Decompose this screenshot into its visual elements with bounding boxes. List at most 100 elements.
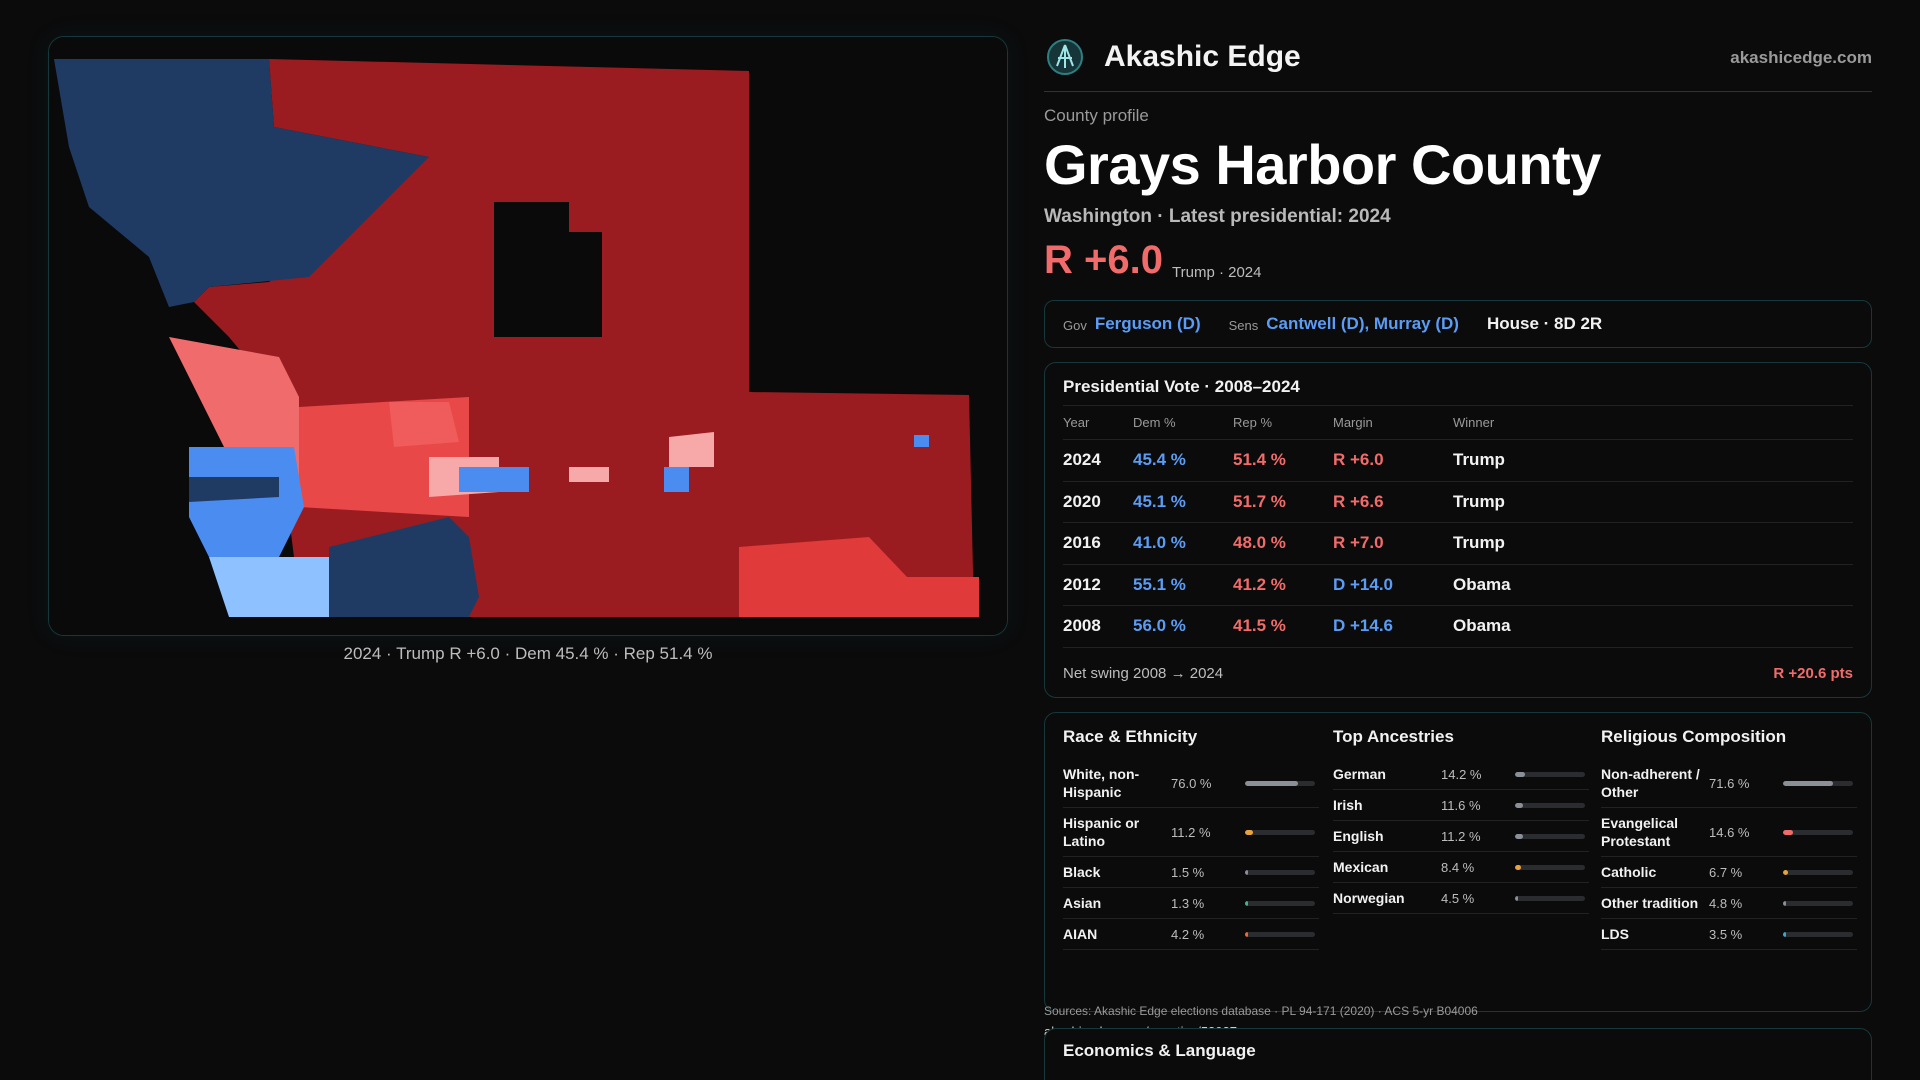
share-bar-fill xyxy=(1245,931,1248,937)
ancestry-title: Top Ancestries xyxy=(1333,727,1454,746)
presidential-vote-card: Presidential Vote · 2008–2024 Year Dem %… xyxy=(1044,362,1872,698)
precinct-rep-lean-mid[interactable] xyxy=(389,402,459,447)
winner-cell: Trump xyxy=(1453,481,1853,523)
precinct-rep-lean-se[interactable] xyxy=(739,537,979,617)
site-url[interactable]: akashicedge.com xyxy=(1730,48,1872,67)
gov-label: Gov xyxy=(1063,318,1087,333)
ancestry-list: German 14.2 % Irish 11.6 % English 11.2 % Mexi… xyxy=(1333,759,1589,914)
economics-card: Economics & Language xyxy=(1044,1028,1872,1080)
winner-cell: Obama xyxy=(1453,605,1853,648)
akashic-logo-icon[interactable] xyxy=(1046,38,1084,76)
ancestry-column: Top Ancestries German 14.2 % Irish 11.6 % En… xyxy=(1333,727,1589,914)
dem-pct-cell: 55.1 % xyxy=(1133,564,1233,606)
table-row: 2016 41.0 % 48.0 % R +7.0 Trump xyxy=(1063,522,1853,565)
net-swing-label: Net swing 2008 → 2024 xyxy=(1063,665,1224,682)
list-item: Norwegian 4.5 % xyxy=(1333,883,1589,914)
winner-cell: Trump xyxy=(1453,522,1853,565)
race-title: Race & Ethnicity xyxy=(1063,727,1198,746)
list-item-label: English xyxy=(1333,828,1384,844)
winner-cell: Obama xyxy=(1453,564,1853,606)
list-item: Other tradition 4.8 % xyxy=(1601,888,1857,919)
rep-pct-cell: 41.5 % xyxy=(1233,605,1333,648)
precinct-hoquiam-pink[interactable] xyxy=(569,467,609,482)
list-item-label: White, non-Hispanic xyxy=(1063,766,1140,800)
precinct-aberdeen-blue[interactable] xyxy=(459,467,529,492)
race-list: White, non-Hispanic 76.0 % Hispanic or Lat… xyxy=(1063,759,1319,950)
share-bar xyxy=(1245,900,1315,906)
dem-pct-cell: 56.0 % xyxy=(1133,605,1233,648)
year-cell: 2012 xyxy=(1063,564,1133,606)
share-bar xyxy=(1245,931,1315,937)
year-cell: 2024 xyxy=(1063,439,1133,482)
precinct-montesano[interactable] xyxy=(664,467,689,492)
list-item: Evangelical Protestant 14.6 % xyxy=(1601,808,1857,857)
share-bar xyxy=(1783,931,1853,937)
precinct-dem-coast[interactable] xyxy=(189,447,304,557)
list-item-label: Norwegian xyxy=(1333,890,1405,906)
list-item-label: Other tradition xyxy=(1601,895,1699,911)
share-bar-fill xyxy=(1783,829,1793,835)
presidential-table-body: 2024 45.4 % 51.4 % R +6.0 Trump 2020 45.1 % 51.… xyxy=(1063,439,1853,648)
share-bar-fill xyxy=(1515,833,1523,839)
list-item-value: 4.5 % xyxy=(1441,890,1475,906)
site-header: Akashic Edge akashicedge.com xyxy=(1044,30,1872,92)
table-row: 2008 56.0 % 41.5 % D +14.6 Obama xyxy=(1063,605,1853,648)
precinct-dem-coast-light[interactable] xyxy=(209,557,329,617)
list-item-label: Asian xyxy=(1063,895,1102,911)
share-bar xyxy=(1783,869,1853,875)
list-item-value: 71.6 % xyxy=(1709,775,1750,791)
presidential-vote-table: Year Dem % Rep % Margin Winner 2024 45.4 … xyxy=(1063,405,1853,648)
list-item-label: Catholic xyxy=(1601,864,1657,880)
share-bar xyxy=(1783,829,1853,835)
precinct-east-blue[interactable] xyxy=(914,435,929,447)
net-swing-value: R +20.6 pts xyxy=(1773,665,1853,682)
list-item: Black 1.5 % xyxy=(1063,857,1319,888)
share-bar-fill xyxy=(1515,771,1525,777)
col-dem: Dem % xyxy=(1133,405,1233,440)
list-item: White, non-Hispanic 76.0 % xyxy=(1063,759,1319,808)
house-delegation: House · 8D 2R xyxy=(1486,314,1603,333)
list-item: Hispanic or Latino 11.2 % xyxy=(1063,808,1319,857)
col-year: Year xyxy=(1063,405,1133,440)
margin-cell: R +7.0 xyxy=(1333,522,1453,565)
precinct-dem-strong-nw[interactable] xyxy=(54,59,429,307)
year-cell: 2020 xyxy=(1063,481,1133,523)
precinct-map-svg xyxy=(49,37,1007,635)
brand-name[interactable]: Akashic Edge xyxy=(1104,40,1301,73)
sources-note: Sources: Akashic Edge elections database… xyxy=(1044,1004,1478,1018)
list-item-value: 4.2 % xyxy=(1171,926,1205,942)
precinct-elma-pink[interactable] xyxy=(669,432,714,467)
demographics-card: Race & Ethnicity White, non-Hispanic 76.0… xyxy=(1044,712,1872,1012)
map-caption: 2024 · Trump R +6.0 · Dem 45.4 % · Rep 5… xyxy=(343,644,713,663)
religion-list: Non-adherent / Other 71.6 % Evangelical Pr… xyxy=(1601,759,1857,950)
list-item: German 14.2 % xyxy=(1333,759,1589,790)
religion-title: Religious Composition xyxy=(1601,727,1787,746)
governor-name[interactable]: Ferguson (D) xyxy=(1094,314,1201,333)
precinct-dem-dark-south[interactable] xyxy=(329,517,479,617)
table-row: 2012 55.1 % 41.2 % D +14.0 Obama xyxy=(1063,564,1853,606)
precinct-dem-dark-band[interactable] xyxy=(189,477,279,502)
share-bar-fill xyxy=(1515,802,1523,808)
share-bar-fill xyxy=(1515,864,1521,870)
share-bar-fill xyxy=(1783,931,1786,937)
share-bar xyxy=(1515,864,1585,870)
share-bar xyxy=(1245,829,1315,835)
list-item-label: Irish xyxy=(1333,797,1363,813)
precinct-map[interactable] xyxy=(48,36,1008,636)
table-row: 2024 45.4 % 51.4 % R +6.0 Trump xyxy=(1063,439,1853,482)
profile-kicker: County profile xyxy=(1044,106,1149,125)
list-item: AIAN 4.2 % xyxy=(1063,919,1319,950)
list-item-label: LDS xyxy=(1601,926,1629,942)
rep-pct-cell: 51.7 % xyxy=(1233,481,1333,523)
list-item: Mexican 8.4 % xyxy=(1333,852,1589,883)
share-bar-fill xyxy=(1245,780,1298,786)
map-outside-east xyxy=(749,71,1007,392)
rep-pct-cell: 41.2 % xyxy=(1233,564,1333,606)
margin-cell: D +14.0 xyxy=(1333,564,1453,606)
precinct-no-data xyxy=(494,202,602,337)
list-item-value: 6.7 % xyxy=(1709,864,1743,880)
rep-pct-cell: 51.4 % xyxy=(1233,439,1333,482)
senators-names[interactable]: Cantwell (D), Murray (D) xyxy=(1266,314,1459,333)
latest-margin: R +6.0 xyxy=(1044,238,1163,282)
